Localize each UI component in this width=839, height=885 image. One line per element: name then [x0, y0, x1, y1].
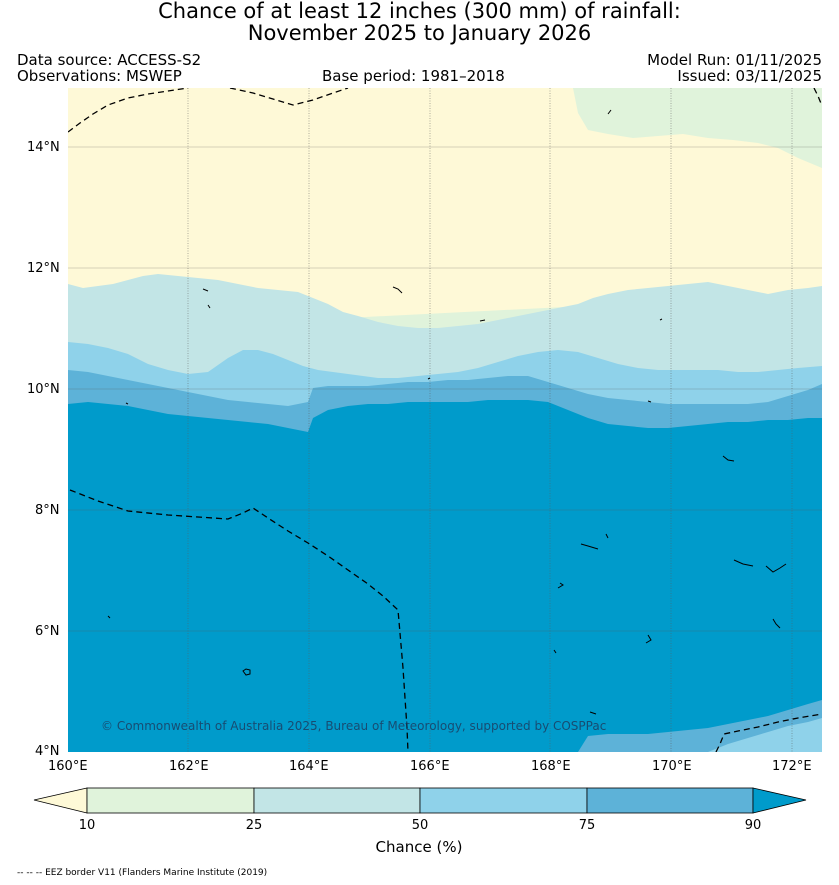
band-50-75: [68, 342, 822, 418]
data-source: Data source: ACCESS-S2: [17, 51, 202, 69]
colorbar-swatch-below-10: [33, 787, 88, 814]
latitude-lines: [68, 146, 822, 632]
rainfall-probability-map: [68, 88, 822, 752]
x-tick-162e: 162°E: [169, 759, 209, 774]
x-tick-168e: 168°E: [531, 759, 571, 774]
eez-border: [68, 88, 822, 752]
y-tick-8n: 8°N: [35, 503, 60, 518]
colorbar-swatch-10-25: [86, 787, 255, 814]
colorbar-label-90: 90: [744, 818, 762, 833]
copyright-notice: © Commonwealth of Australia 2025, Bureau…: [101, 719, 607, 733]
x-tick-160e: 160°E: [48, 759, 88, 774]
colorbar-swatch-50-75: [419, 787, 588, 814]
x-tick-172e: 172°E: [772, 759, 812, 774]
y-tick-4n: 4°N: [35, 744, 60, 759]
x-tick-170e: 170°E: [652, 759, 692, 774]
model-run: Model Run: 01/11/2025: [647, 51, 822, 69]
y-tick-6n: 6°N: [35, 624, 60, 639]
x-tick-166e: 166°E: [410, 759, 450, 774]
y-tick-10n: 10°N: [27, 382, 60, 397]
colorbar-label-10: 10: [78, 818, 96, 833]
colorbar-label-50: 50: [411, 818, 429, 833]
band-50-75-southeast: [708, 718, 822, 752]
colorbar-swatch-75-90: [586, 787, 754, 814]
chart-title-line1: Chance of at least 12 inches (300 mm) of…: [158, 0, 681, 23]
band-10-25-north: [573, 88, 822, 118]
y-tick-14n: 14°N: [27, 140, 60, 155]
colorbar-label-75: 75: [578, 818, 596, 833]
colorbar-label-25: 25: [245, 818, 263, 833]
x-tick-164e: 164°E: [289, 759, 329, 774]
islands: [107, 109, 787, 715]
issued-date: Issued: 03/11/2025: [677, 67, 822, 85]
colorbar-swatch-25-50: [253, 787, 421, 814]
colorbar-swatch-above-90: [752, 787, 807, 814]
observations: Observations: MSWEP: [17, 67, 182, 85]
band-above-90: [68, 400, 822, 752]
graticule: [187, 88, 793, 752]
eez-footnote: -- -- -- EEZ border V11 (Flanders Marine…: [17, 868, 268, 878]
colorbar-title: Chance (%): [375, 838, 463, 856]
y-tick-12n: 12°N: [27, 261, 60, 276]
chart-title-line2: November 2025 to January 2026: [247, 21, 592, 45]
base-period: Base period: 1981–2018: [322, 67, 505, 85]
colorbar: [33, 787, 807, 814]
